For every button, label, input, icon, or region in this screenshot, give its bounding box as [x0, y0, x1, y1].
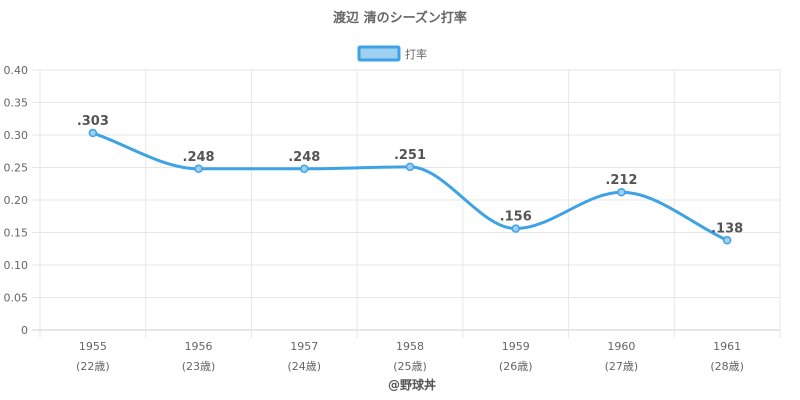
legend[interactable]: 打率: [357, 45, 427, 62]
x-tick-label: 1956: [185, 340, 213, 353]
data-label: .248: [288, 150, 320, 165]
y-tick-label: 0.35: [4, 97, 29, 110]
y-tick-label: 0.25: [4, 162, 29, 175]
data-label: .212: [605, 173, 637, 188]
data-point: [617, 187, 626, 197]
data-label: .156: [500, 210, 532, 225]
x-tick-sublabel: (23歳): [182, 360, 216, 373]
data-label: .248: [183, 150, 215, 165]
data-labels: .303 .248 .248 .251 .156 .212 .138: [77, 114, 743, 236]
data-label: .251: [394, 148, 426, 163]
y-tick-label: 0: [21, 324, 28, 337]
x-tick-sublabel: (27歳): [605, 360, 639, 373]
x-axis: 1955 (22歳) 1956 (23歳) 1957 (24歳) 1958 (25歳) 1959…: [76, 340, 744, 373]
x-tick-label: 1955: [79, 340, 107, 353]
legend-swatch: [357, 45, 401, 62]
data-point: [300, 164, 309, 174]
x-tick-sublabel: (26歳): [499, 360, 533, 373]
y-tick-label: 0.30: [4, 129, 29, 142]
x-tick-label: 1961: [713, 340, 741, 353]
x-tick-label: 1958: [396, 340, 424, 353]
data-points: [88, 128, 732, 245]
x-tick-label: 1957: [290, 340, 318, 353]
x-tick-label: 1960: [607, 340, 635, 353]
x-tick-sublabel: (22歳): [76, 360, 110, 373]
y-axis: 0 0.05 0.10 0.15 0.20 0.25 0.30 0.35 0.40: [4, 64, 29, 337]
data-label: .303: [77, 114, 109, 129]
y-tick-label: 0.20: [4, 194, 29, 207]
y-tick-label: 0.05: [4, 292, 29, 305]
legend-label: 打率: [405, 47, 427, 61]
x-tick-sublabel: (24歳): [287, 360, 321, 373]
data-point: [722, 236, 732, 245]
grid: [32, 69, 781, 338]
data-label: .138: [711, 221, 743, 236]
data-point: [88, 128, 98, 138]
data-point: [194, 164, 203, 174]
x-tick-sublabel: (28歳): [710, 360, 744, 373]
y-tick-label: 0.15: [4, 227, 29, 240]
data-point: [405, 162, 415, 172]
x-tick-label: 1959: [502, 340, 530, 353]
y-tick-label: 0.40: [4, 64, 29, 77]
credit-label: @野球丼: [388, 377, 436, 392]
chart-title: 渡辺 清のシーズン打率: [333, 10, 467, 26]
data-point: [511, 224, 520, 233]
y-tick-label: 0.10: [4, 259, 29, 272]
x-tick-sublabel: (25歳): [393, 360, 427, 373]
